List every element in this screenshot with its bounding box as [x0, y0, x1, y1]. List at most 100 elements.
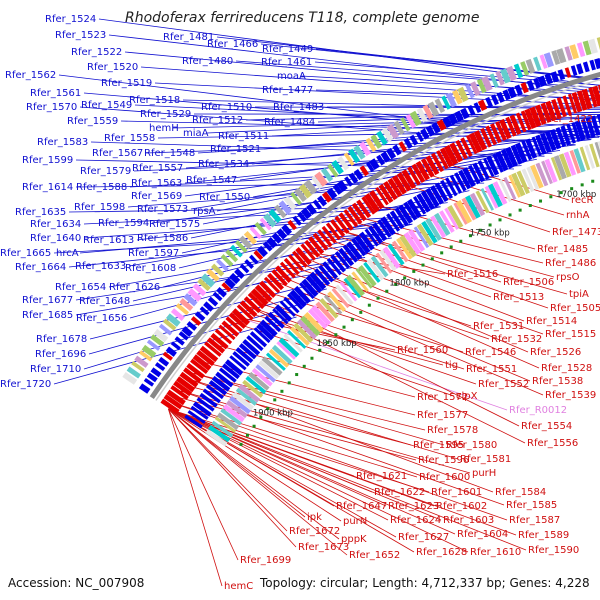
feature-block — [361, 196, 376, 215]
gene-label: Rfer_1510 — [201, 102, 252, 113]
gene-label: Rfer_1577 — [417, 410, 468, 421]
feature-block — [244, 259, 254, 269]
feature-block — [211, 263, 225, 277]
feature-block — [315, 301, 335, 323]
gc-tick — [287, 381, 291, 385]
feature-block — [503, 176, 517, 200]
feature-block — [170, 341, 181, 351]
leader-line — [168, 408, 389, 521]
feature-block — [245, 375, 267, 395]
feature-block — [259, 280, 277, 298]
feature-block — [153, 328, 169, 343]
feature-block — [187, 288, 202, 302]
gene-label: ipk — [307, 512, 322, 523]
feature-block — [457, 86, 469, 103]
feature-block — [551, 50, 561, 65]
feature-block — [415, 131, 424, 143]
feature-block — [179, 371, 199, 388]
feature-block — [386, 123, 400, 140]
feature-block — [126, 366, 141, 379]
gc-tick — [310, 356, 314, 360]
feature-block — [596, 114, 600, 126]
feature-block — [491, 94, 499, 106]
feature-block — [304, 239, 321, 258]
feature-block — [487, 183, 503, 208]
feature-block — [246, 335, 264, 352]
feature-block — [289, 326, 310, 347]
feature-block — [202, 388, 221, 404]
feature-block — [393, 120, 405, 136]
feature-block — [334, 215, 350, 234]
feature-block — [292, 250, 308, 268]
feature-block — [541, 160, 553, 185]
kbp-tick-label: 1850 kbp — [317, 339, 357, 349]
feature-block — [256, 245, 268, 258]
feature-block — [319, 298, 339, 319]
feature-block — [347, 205, 363, 225]
feature-block — [440, 179, 454, 200]
feature-block — [472, 162, 486, 183]
feature-block — [254, 222, 267, 236]
feature-block — [439, 147, 454, 168]
feature-block — [343, 152, 355, 167]
gene-label: Rfer_1589 — [518, 530, 569, 541]
feature-block — [238, 235, 253, 250]
gene-label: Rfer_1583 — [37, 137, 88, 148]
gc-tick — [591, 179, 595, 183]
gene-label: moaA — [277, 71, 306, 82]
feature-block — [475, 190, 490, 214]
feature-block — [242, 379, 264, 398]
feature-block — [298, 183, 313, 199]
feature-block — [256, 323, 275, 341]
gene-label: Rfer_1548 — [144, 148, 195, 159]
gene-label: Rfer_1624 — [390, 515, 441, 526]
gene-label: Rfer_1633 — [75, 261, 126, 272]
feature-block — [398, 204, 414, 224]
leader-line — [157, 130, 600, 139]
leader-line — [190, 175, 500, 239]
leader-line — [98, 18, 600, 86]
feature-block — [321, 225, 337, 244]
gc-tick — [488, 223, 492, 227]
leader-line — [255, 301, 465, 370]
gene-label: Rfer_1598 — [74, 202, 125, 213]
feature-block — [535, 134, 547, 155]
feature-block — [483, 157, 495, 178]
leader-line — [168, 408, 306, 518]
feature-block — [386, 147, 397, 160]
feature-block — [500, 68, 511, 84]
feature-block — [247, 292, 265, 310]
gene-label: Rfer_1563 — [131, 178, 182, 189]
feature-block — [122, 371, 138, 385]
gene-label: Rfer_1599 — [22, 155, 73, 166]
leader-line — [347, 220, 555, 278]
feature-block — [330, 219, 346, 238]
leader-line — [184, 384, 412, 446]
feature-block — [238, 343, 257, 360]
feature-block — [368, 158, 380, 171]
feature-block — [445, 92, 457, 108]
feature-block — [323, 294, 343, 315]
feature-block — [348, 172, 359, 184]
gene-label: Rfer_1481 — [163, 32, 214, 43]
leader-line — [172, 117, 600, 129]
feature-block — [196, 397, 215, 412]
gene-label: Rfer_1477 — [262, 85, 313, 96]
gene-label: Rfer_1513 — [493, 292, 544, 303]
feature-block — [461, 197, 477, 221]
feature-block — [187, 410, 206, 424]
feature-block — [293, 285, 311, 304]
feature-block — [415, 160, 430, 181]
feature-block — [514, 84, 523, 96]
feature-block — [597, 84, 600, 93]
feature-block — [380, 151, 391, 163]
feature-block — [416, 223, 434, 247]
feature-block — [309, 271, 327, 291]
feature-block — [515, 112, 527, 133]
feature-block — [293, 322, 314, 343]
gc-tick — [449, 245, 453, 249]
gene-label: Rfer_1552 — [478, 379, 529, 390]
gene-label: Rfer_1549 — [81, 100, 132, 111]
leader-line — [79, 223, 413, 254]
feature-block — [305, 275, 323, 294]
